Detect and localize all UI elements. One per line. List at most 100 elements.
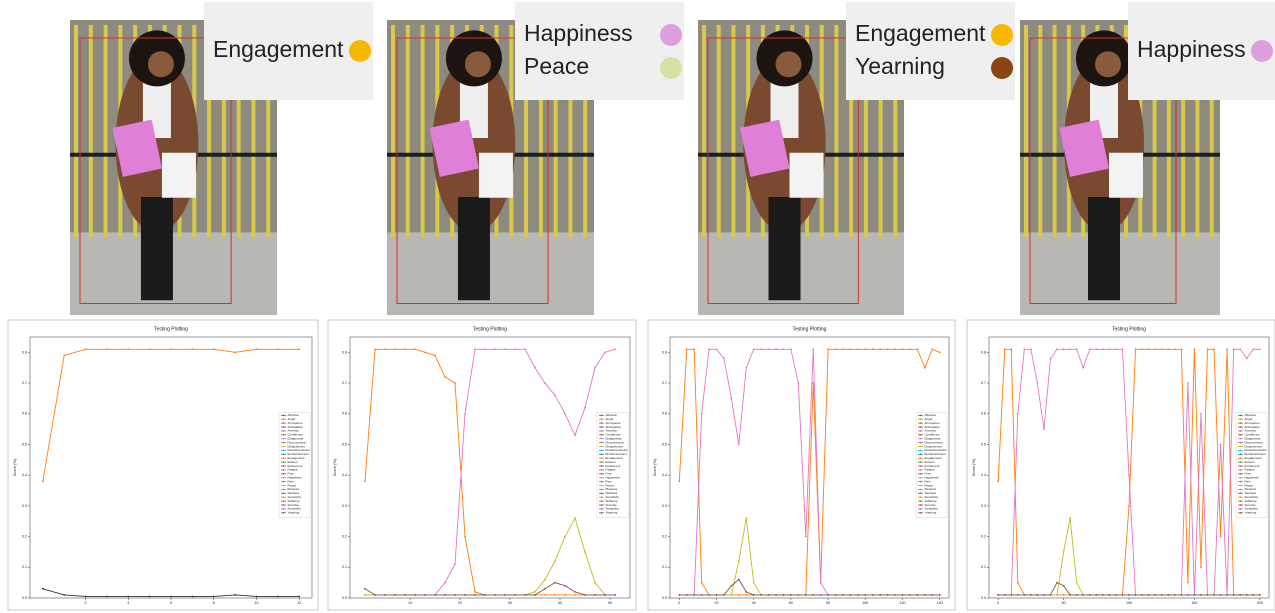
y-tick-label: 0.8: [981, 350, 986, 354]
data-point: [1161, 348, 1163, 350]
emotion-dot: [660, 57, 682, 79]
data-point: [1030, 594, 1032, 596]
data-point: [191, 596, 193, 598]
legend-marker: [920, 438, 922, 440]
data-point: [614, 348, 616, 350]
y-tick-label: 0.7: [662, 381, 667, 385]
legend-marker: [601, 512, 603, 514]
data-point: [1108, 348, 1110, 350]
data-point: [464, 413, 466, 415]
emotion-dot: [349, 40, 371, 62]
data-point: [1213, 348, 1215, 350]
data-point: [404, 594, 406, 596]
emotion-label: Happiness: [1137, 36, 1246, 62]
legend-marker: [601, 489, 603, 491]
legs: [769, 197, 801, 300]
data-point: [364, 594, 366, 596]
legend-marker: [1240, 434, 1242, 436]
data-point: [730, 585, 732, 587]
data-point: [554, 560, 556, 562]
legend-marker: [283, 415, 285, 417]
legend-marker: [283, 454, 285, 456]
data-point: [494, 594, 496, 596]
data-point: [564, 413, 566, 415]
legend-marker: [920, 477, 922, 479]
legend-marker: [283, 450, 285, 452]
data-point: [1252, 594, 1254, 596]
data-point: [584, 551, 586, 553]
data-point: [820, 594, 822, 596]
data-point: [850, 594, 852, 596]
legend-marker: [1240, 422, 1242, 424]
legend-marker: [920, 481, 922, 483]
legend-label: Yearning: [606, 511, 618, 515]
data-point: [1004, 594, 1006, 596]
data-point: [1226, 348, 1228, 350]
data-point: [1082, 594, 1084, 596]
data-point: [864, 348, 866, 350]
fence-bar: [74, 25, 78, 237]
data-point: [723, 358, 725, 360]
legend-marker: [601, 446, 603, 448]
data-point: [374, 348, 376, 350]
x-tick-label: 12: [297, 601, 301, 605]
legend-marker: [283, 485, 285, 487]
legend-marker: [601, 504, 603, 506]
data-point: [1174, 594, 1176, 596]
data-point: [1010, 594, 1012, 596]
face: [1095, 51, 1121, 77]
legend-marker: [920, 422, 922, 424]
legend-marker: [601, 496, 603, 498]
data-point: [864, 594, 866, 596]
legend-marker: [283, 512, 285, 514]
y-tick-label: 0.7: [342, 381, 347, 385]
x-tick-label: 40: [558, 601, 562, 605]
data-point: [745, 517, 747, 519]
data-point: [127, 348, 129, 350]
data-point: [213, 348, 215, 350]
y-tick-label: 0.5: [662, 442, 667, 446]
data-point: [738, 560, 740, 562]
data-point: [775, 348, 777, 350]
data-point: [1141, 348, 1143, 350]
data-point: [434, 355, 436, 357]
legend-marker: [920, 496, 922, 498]
data-point: [1069, 517, 1071, 519]
data-point: [256, 348, 258, 350]
data-point: [1063, 348, 1065, 350]
y-tick-label: 0.3: [22, 504, 27, 508]
data-point: [1194, 594, 1196, 596]
data-point: [170, 596, 172, 598]
data-point: [1200, 566, 1202, 568]
data-point: [1023, 348, 1025, 350]
data-point: [1239, 348, 1241, 350]
legend-marker: [1240, 469, 1242, 471]
x-tick-label: 6: [170, 601, 172, 605]
white-bag: [479, 153, 513, 198]
data-point: [256, 596, 258, 598]
emotion-label: Yearning: [855, 53, 945, 79]
data-point: [1233, 594, 1235, 596]
data-point: [1259, 594, 1261, 596]
data-point: [730, 398, 732, 400]
legend-marker: [283, 438, 285, 440]
data-point: [708, 594, 710, 596]
data-point: [1207, 348, 1209, 350]
legend-marker: [1240, 473, 1242, 475]
x-tick-label: 10: [254, 601, 258, 605]
legend-marker: [1240, 454, 1242, 456]
data-point: [364, 480, 366, 482]
data-point: [716, 594, 718, 596]
data-point: [1213, 594, 1215, 596]
data-point: [454, 563, 456, 565]
y-tick-label: 0.8: [342, 350, 347, 354]
fence-bar: [702, 25, 706, 237]
y-tick-label: 0.0: [22, 596, 27, 600]
data-point: [879, 594, 881, 596]
data-point: [790, 594, 792, 596]
legend-marker: [601, 465, 603, 467]
emotion-dot: [660, 24, 682, 46]
data-point: [544, 588, 546, 590]
legend-label: Yearning: [288, 511, 300, 515]
